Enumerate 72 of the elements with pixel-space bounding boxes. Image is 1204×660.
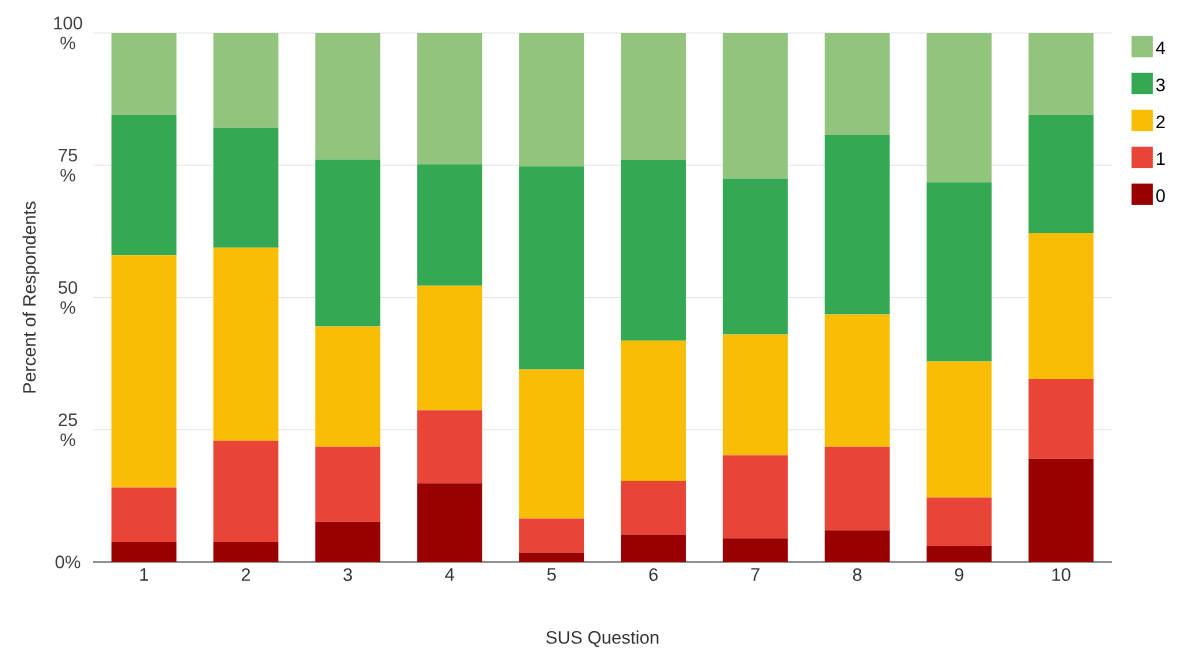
bar	[926, 497, 992, 547]
bar	[519, 552, 585, 562]
bar	[722, 455, 788, 539]
bar	[824, 530, 890, 562]
x-tick-label: 4	[445, 568, 455, 581]
x-tick-label: 6	[649, 568, 658, 581]
bar	[722, 538, 788, 562]
bar	[519, 369, 585, 519]
bar	[111, 541, 177, 562]
y-tick-label: 0%	[55, 555, 81, 569]
x-tick-label: 10	[1052, 568, 1071, 581]
bar	[926, 32, 992, 183]
bar	[417, 410, 483, 484]
x-tick-label: 5	[547, 568, 556, 581]
y-tick-label: 75 %	[58, 149, 78, 182]
legend-label: 1	[1156, 152, 1165, 165]
y-tick-label: 25 %	[58, 413, 78, 447]
bar	[824, 314, 890, 447]
bar	[1028, 458, 1094, 562]
bar	[824, 32, 890, 136]
bar	[213, 32, 279, 128]
x-tick-label: 7	[751, 568, 760, 581]
x-tick-label: 9	[954, 568, 964, 581]
bar	[111, 114, 177, 256]
bar	[315, 521, 381, 562]
x-tick-label: 1	[140, 568, 149, 581]
legend-label: 2	[1156, 115, 1165, 129]
bar	[111, 32, 177, 115]
bar	[315, 446, 381, 522]
y-tick-label: 100 %	[54, 16, 83, 50]
bar	[315, 326, 381, 447]
x-tick-label: 3	[343, 568, 352, 581]
bar	[519, 518, 585, 553]
legend-label: 4	[1155, 41, 1166, 55]
bar	[722, 178, 788, 335]
x-tick-label: 8	[853, 568, 862, 581]
x-tick-label: 2	[241, 568, 250, 581]
bar	[213, 127, 279, 248]
bar	[824, 446, 890, 531]
bar	[722, 32, 788, 179]
bar	[926, 361, 992, 498]
bar	[111, 255, 177, 488]
bar	[213, 440, 279, 542]
bar	[722, 334, 788, 456]
legend-label: 3	[1156, 78, 1165, 92]
bar	[315, 32, 381, 160]
bar	[1028, 32, 1094, 115]
bar	[620, 32, 686, 160]
bar	[519, 166, 585, 370]
bar	[1028, 232, 1094, 379]
bar	[417, 32, 483, 165]
bar	[315, 159, 381, 327]
y-axis-title: Percent of Respondents	[22, 201, 40, 393]
bar	[519, 32, 585, 167]
bar	[417, 483, 483, 562]
bar	[417, 285, 483, 411]
y-tick-label: 50 %	[58, 281, 78, 314]
bar	[213, 247, 279, 441]
legend-label: 0	[1156, 189, 1165, 203]
x-axis-title: SUS Question	[546, 630, 659, 648]
bar	[1028, 378, 1094, 459]
bar	[620, 340, 686, 482]
bar	[620, 534, 686, 562]
bar	[926, 546, 992, 562]
bar	[824, 135, 890, 315]
bar	[926, 182, 992, 362]
bar	[620, 159, 686, 341]
bar	[213, 541, 279, 562]
bar	[417, 164, 483, 286]
bar	[620, 481, 686, 535]
bar	[1028, 114, 1094, 233]
bar	[111, 487, 177, 542]
